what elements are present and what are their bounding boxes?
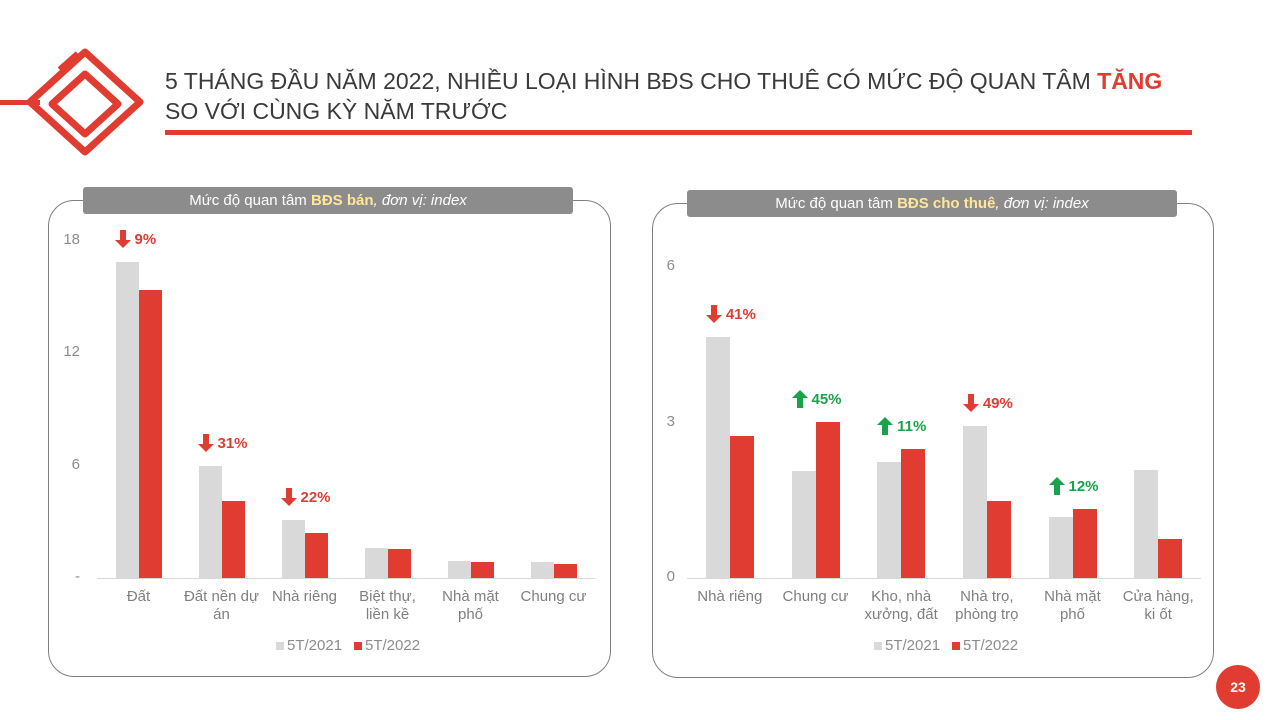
legend-swatch <box>952 642 960 650</box>
legend-swatch <box>354 642 362 650</box>
bar <box>553 563 577 578</box>
bar <box>198 465 222 578</box>
bar <box>115 261 139 578</box>
y-tick-label: 0 <box>666 568 675 585</box>
x-axis <box>97 578 595 579</box>
bar <box>221 501 245 578</box>
legend-swatch <box>874 642 882 650</box>
change-arrow <box>1048 477 1065 496</box>
legend-swatch <box>276 642 284 650</box>
y-tick-label: 12 <box>63 343 80 361</box>
x-tick-label: Chung cư <box>782 588 849 605</box>
chart-title-text: Mức độ quan tâm <box>189 192 307 209</box>
legend-label: 5T/2022 <box>365 637 421 654</box>
bar <box>304 533 328 578</box>
bar <box>447 561 471 578</box>
bar <box>364 548 388 578</box>
x-tick-label: Biệt thự, liền kề <box>359 588 416 623</box>
x-tick-label: Cửa hàng, ki ốt <box>1122 588 1194 623</box>
change-label: 22% <box>300 488 331 506</box>
bar <box>791 470 816 578</box>
bar <box>281 519 305 578</box>
title-rule <box>165 130 1192 135</box>
change-arrow <box>280 487 297 506</box>
change-arrow <box>877 416 894 435</box>
x-axis <box>687 578 1201 579</box>
change-arrow <box>114 229 131 248</box>
change-arrow <box>791 389 808 408</box>
chart-title-highlight: BĐS cho thuê <box>897 195 996 212</box>
slide-title: 5 THÁNG ĐẦU NĂM 2022, NHIỀU LOẠI HÌNH BĐ… <box>165 66 1185 126</box>
bar <box>387 548 411 578</box>
x-tick-label: Nhà riêng <box>271 588 338 605</box>
page-number: 23 <box>1216 665 1260 709</box>
bar <box>877 461 902 578</box>
bar <box>815 421 840 578</box>
legend-label: 5T/2022 <box>963 637 1019 654</box>
bar <box>1134 470 1159 578</box>
y-tick-label: 6 <box>71 455 80 473</box>
change-label: 11% <box>897 417 927 435</box>
title-text: 5 THÁNG ĐẦU NĂM 2022, NHIỀU LOẠI HÌNH BĐ… <box>165 68 1091 94</box>
bar <box>705 336 730 578</box>
title-highlight: TĂNG <box>1097 68 1163 94</box>
bar <box>986 500 1011 578</box>
chart-title: Mức độ quan tâm BĐS cho thuê, đơn vị: in… <box>687 190 1177 217</box>
bar <box>138 289 162 578</box>
title-text: SO VỚI CÙNG KỲ NĂM TRƯỚC <box>165 98 508 124</box>
y-tick-label: - <box>75 568 80 585</box>
chart-title-text: Mức độ quan tâm <box>775 195 893 212</box>
bar <box>1072 509 1097 578</box>
change-label: 31% <box>217 434 248 452</box>
change-label: 49% <box>982 395 1013 413</box>
chart-title-unit: , đơn vị: index <box>373 192 467 209</box>
bar <box>901 448 926 578</box>
change-arrow <box>962 394 979 413</box>
bar <box>962 426 987 578</box>
bar <box>729 435 754 578</box>
change-arrow <box>197 433 214 452</box>
legend-label: 5T/2021 <box>885 637 941 654</box>
change-arrow <box>705 304 722 323</box>
bar <box>470 562 494 578</box>
x-tick-label: Chung cư <box>520 588 587 605</box>
change-label: 45% <box>811 390 842 408</box>
legend-label: 5T/2021 <box>287 637 343 654</box>
bar <box>1048 516 1073 578</box>
change-label: 12% <box>1068 478 1099 496</box>
x-tick-label: Nhà trọ, phòng trọ <box>955 588 1019 623</box>
bar <box>530 562 554 578</box>
change-label: 41% <box>725 305 756 323</box>
x-tick-label: Nhà mặt phố <box>1044 588 1101 623</box>
bar <box>1158 539 1183 578</box>
x-tick-label: Nhà riêng <box>697 588 763 605</box>
x-tick-label: Kho, nhà xưởng, đất <box>864 588 938 623</box>
y-tick-label: 18 <box>63 231 80 248</box>
y-tick-label: 6 <box>666 257 675 274</box>
change-label: 9% <box>134 230 157 248</box>
chart-title-highlight: BĐS bán <box>310 192 374 209</box>
logo <box>0 48 144 156</box>
y-tick-label: 3 <box>666 412 675 430</box>
x-tick-label: Đất <box>126 588 151 605</box>
chart-title-unit: , đơn vị: index <box>995 195 1089 212</box>
x-tick-label: Nhà mặt phố <box>442 588 499 623</box>
x-tick-label: Đất nền dự án <box>183 588 260 623</box>
chart-title: Mức độ quan tâm BĐS bán, đơn vị: index <box>83 187 573 214</box>
